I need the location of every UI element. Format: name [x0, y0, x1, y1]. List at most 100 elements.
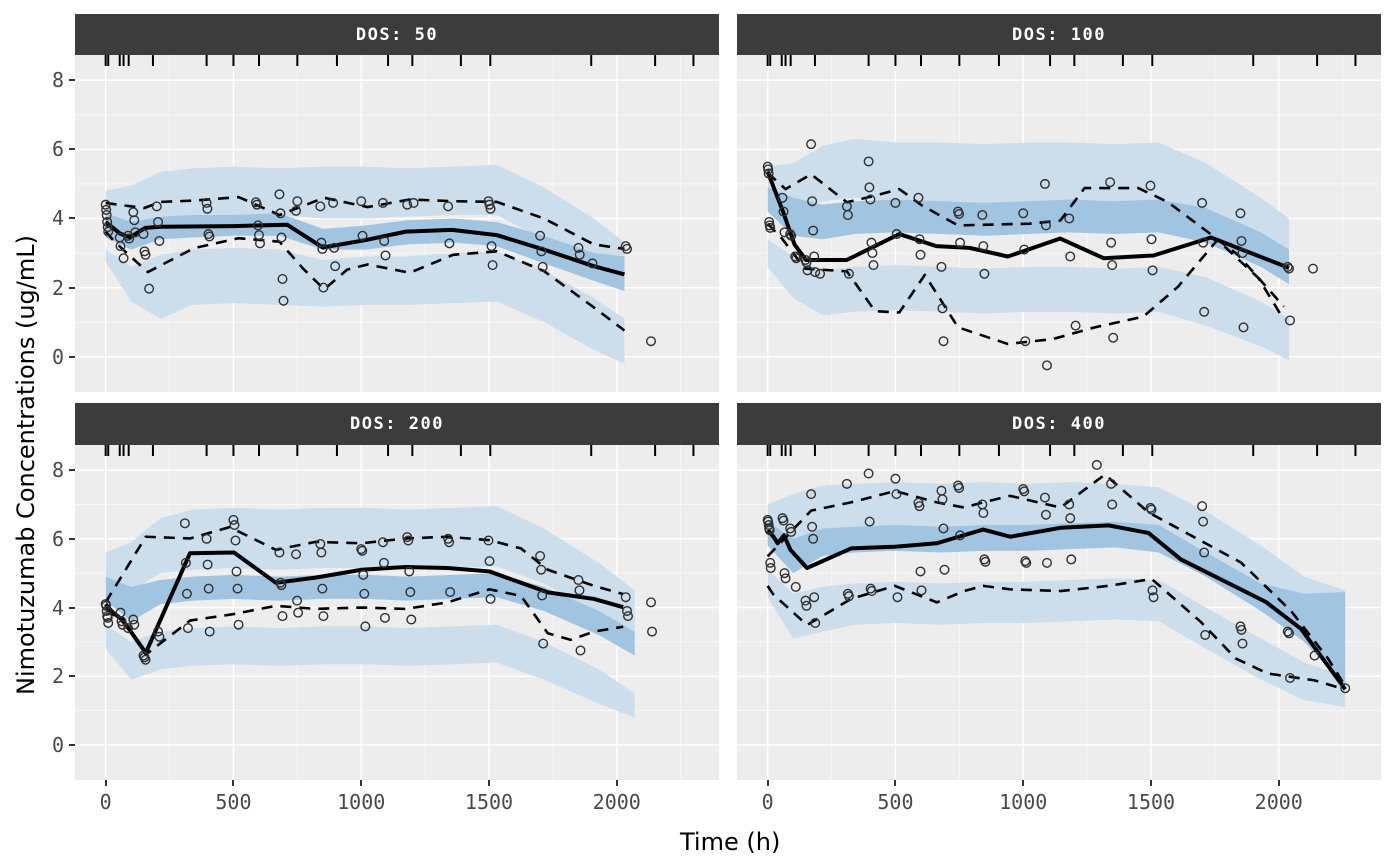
ribbon-lower-pi: [105, 624, 635, 718]
observation-point: [100, 199, 111, 210]
observation-point: [1146, 234, 1157, 245]
observation-point: [252, 220, 263, 231]
x-axis-tick-mark: [894, 780, 897, 786]
observation-point: [231, 566, 242, 577]
observation-point: [863, 468, 874, 479]
observation-point: [1018, 208, 1029, 219]
observed-hi-percentile-line: [105, 195, 625, 251]
observation-point: [978, 241, 989, 252]
observation-point: [538, 638, 549, 649]
observation-point: [291, 549, 302, 560]
observation-point: [815, 268, 826, 279]
y-axis-tick-label: 0: [51, 732, 64, 757]
x-axis-tick-label: 500: [215, 790, 252, 814]
x-axis-tick-mark: [232, 780, 235, 786]
observation-point: [1065, 251, 1076, 262]
observation-point: [292, 196, 303, 207]
observation-point: [228, 514, 239, 525]
observation-point: [102, 222, 113, 233]
observation-point: [573, 575, 584, 586]
observation-point: [1198, 516, 1209, 527]
facet-panel-400: [737, 445, 1381, 780]
observation-point: [1237, 638, 1248, 649]
observation-point: [204, 626, 215, 637]
observed-lo-percentile-line: [766, 222, 1285, 346]
observation-point: [765, 563, 776, 574]
facet-strip-dos-400: DOS: 400: [737, 403, 1381, 445]
observation-point: [315, 201, 326, 212]
observation-point: [915, 566, 926, 577]
observation-point: [318, 611, 329, 622]
observation-point: [810, 617, 821, 628]
ribbon-lower-pi: [105, 247, 625, 364]
observation-point: [1284, 263, 1295, 274]
observation-point: [277, 273, 288, 284]
observation-point: [1308, 263, 1319, 274]
x-axis-tick-label: 500: [877, 790, 914, 814]
observation-point: [118, 253, 129, 264]
observation-point: [181, 588, 192, 599]
observation-point: [916, 585, 927, 596]
observation-point: [622, 605, 633, 616]
observation-point: [1106, 237, 1117, 248]
x-axis-tick-label: 1000: [337, 790, 386, 814]
y-axis-tick-label: 8: [51, 458, 64, 483]
observation-point: [1019, 244, 1030, 255]
observation-point: [377, 537, 388, 548]
observation-point: [1039, 492, 1050, 503]
x-axis-tick-mark: [1277, 780, 1280, 786]
observation-point: [980, 556, 991, 567]
observation-point: [101, 605, 112, 616]
observation-point: [1066, 554, 1077, 565]
y-axis-tick-label: 6: [51, 526, 64, 551]
observation-point: [1235, 208, 1246, 219]
observation-point: [1040, 220, 1051, 231]
observation-point: [138, 229, 149, 240]
observed-lo-percentile-line: [104, 588, 624, 656]
observation-point: [232, 583, 243, 594]
observation-point: [764, 216, 775, 227]
observation-point: [1070, 320, 1081, 331]
observation-point: [864, 182, 875, 193]
y-axis-tick-mark: [69, 217, 75, 220]
ribbon-upper-pi: [105, 164, 625, 288]
observation-point: [1041, 557, 1052, 568]
observed-lo-percentile-line: [766, 577, 1342, 690]
observation-point: [180, 557, 191, 568]
observation-point: [278, 295, 289, 306]
x-axis-tick-label: 0: [99, 790, 112, 814]
observation-point: [276, 232, 287, 243]
observation-point: [1238, 322, 1249, 333]
observed-median-line: [104, 550, 624, 655]
observation-point: [445, 587, 456, 598]
x-axis-tick-label: 0: [761, 790, 774, 814]
observation-point: [293, 607, 304, 618]
observation-point: [357, 230, 368, 241]
observation-point: [154, 235, 165, 246]
x-axis-tick-label: 1500: [464, 790, 514, 814]
observation-point: [153, 626, 164, 637]
observation-point: [1145, 180, 1156, 191]
facet-strip-dos-200: DOS: 200: [75, 403, 719, 445]
observation-point: [866, 586, 877, 597]
y-axis-tick-label: 4: [51, 595, 64, 620]
observation-point: [102, 612, 113, 623]
observation-point: [587, 258, 598, 269]
observation-point: [1282, 626, 1293, 637]
observation-point: [274, 189, 285, 200]
observation-point: [202, 203, 213, 214]
observation-point: [1107, 499, 1118, 510]
observation-point: [154, 631, 165, 642]
observation-point: [129, 215, 140, 226]
observation-point: [1064, 499, 1075, 510]
observation-point: [801, 600, 812, 611]
facet-strip-label: DOS: 50: [355, 24, 439, 45]
observation-point: [868, 260, 879, 271]
observation-point: [1020, 556, 1031, 567]
observed-hi-percentile-line: [766, 473, 1347, 687]
observation-point: [914, 501, 925, 512]
observation-point: [1236, 624, 1247, 635]
observation-point: [144, 283, 155, 294]
observation-point: [255, 238, 266, 249]
observation-point: [785, 229, 796, 240]
